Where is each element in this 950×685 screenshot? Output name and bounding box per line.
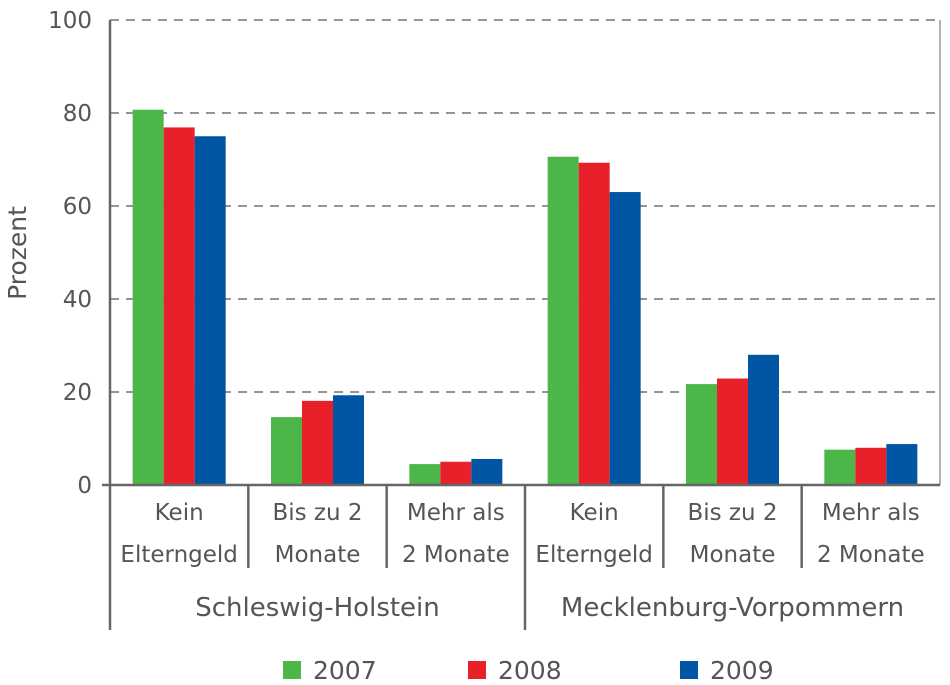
bars: [132, 109, 918, 486]
bar-2007-1: [132, 109, 164, 486]
category-label: Kein: [155, 500, 204, 526]
bar-2009-5: [748, 354, 779, 485]
axes: [102, 20, 941, 630]
legend-swatch-2009: [680, 661, 698, 679]
bar-2008-1: [163, 127, 195, 485]
bar-2008-3: [440, 461, 472, 485]
bar-2007-5: [686, 384, 717, 485]
bar-2009-6: [886, 444, 918, 485]
category-label: Mehr als: [822, 500, 920, 526]
category-labels: Kein Elterngeld Bis zu 2 Monate Mehr als 2 Mo…: [120, 500, 924, 568]
legend-swatch-2008: [468, 661, 486, 679]
bar-2007-6: [824, 449, 856, 485]
category-label: 2 Monate: [817, 542, 925, 568]
category-label: Kein: [570, 500, 619, 526]
category-label: Monate: [275, 542, 361, 568]
group-label: Mecklenburg-Vorpommern: [561, 593, 904, 623]
y-tick-0: 0: [77, 473, 92, 499]
category-label: Mehr als: [407, 500, 505, 526]
legend-label-2009: 2009: [710, 656, 774, 685]
bar-2009-3: [471, 458, 503, 485]
bar-2008-4: [578, 162, 610, 485]
bar-2008-6: [855, 447, 887, 485]
bar-2009-2: [333, 395, 364, 485]
gridlines: [110, 19, 940, 393]
y-tick-labels: 0 20 40 60 80 100: [48, 8, 92, 499]
legend-label-2007: 2007: [313, 656, 377, 685]
bar-2007-3: [409, 464, 441, 485]
y-axis-label: Prozent: [3, 206, 32, 300]
group-labels: Schleswig-Holstein Mecklenburg-Vorpommern: [195, 593, 904, 623]
category-label: Bis zu 2: [272, 500, 362, 526]
bar-2008-5: [717, 378, 748, 485]
category-label: Bis zu 2: [687, 500, 777, 526]
bar-2008-2: [302, 400, 333, 485]
legend: 2007 2008 2009: [283, 656, 774, 685]
bar-2007-4: [547, 156, 579, 485]
category-label: Elterngeld: [535, 542, 652, 568]
category-label: Monate: [690, 542, 776, 568]
category-label: 2 Monate: [402, 542, 510, 568]
y-tick-40: 40: [63, 287, 92, 313]
y-tick-80: 80: [63, 101, 92, 127]
bar-2009-4: [609, 192, 641, 486]
group-label: Schleswig-Holstein: [195, 593, 440, 623]
legend-label-2008: 2008: [498, 656, 562, 685]
legend-swatch-2007: [283, 661, 301, 679]
y-tick-20: 20: [63, 380, 92, 406]
category-label: Elterngeld: [120, 542, 237, 568]
y-tick-60: 60: [63, 194, 92, 220]
bar-2009-1: [194, 136, 226, 485]
bar-2007-2: [271, 417, 302, 485]
y-tick-100: 100: [48, 8, 92, 34]
